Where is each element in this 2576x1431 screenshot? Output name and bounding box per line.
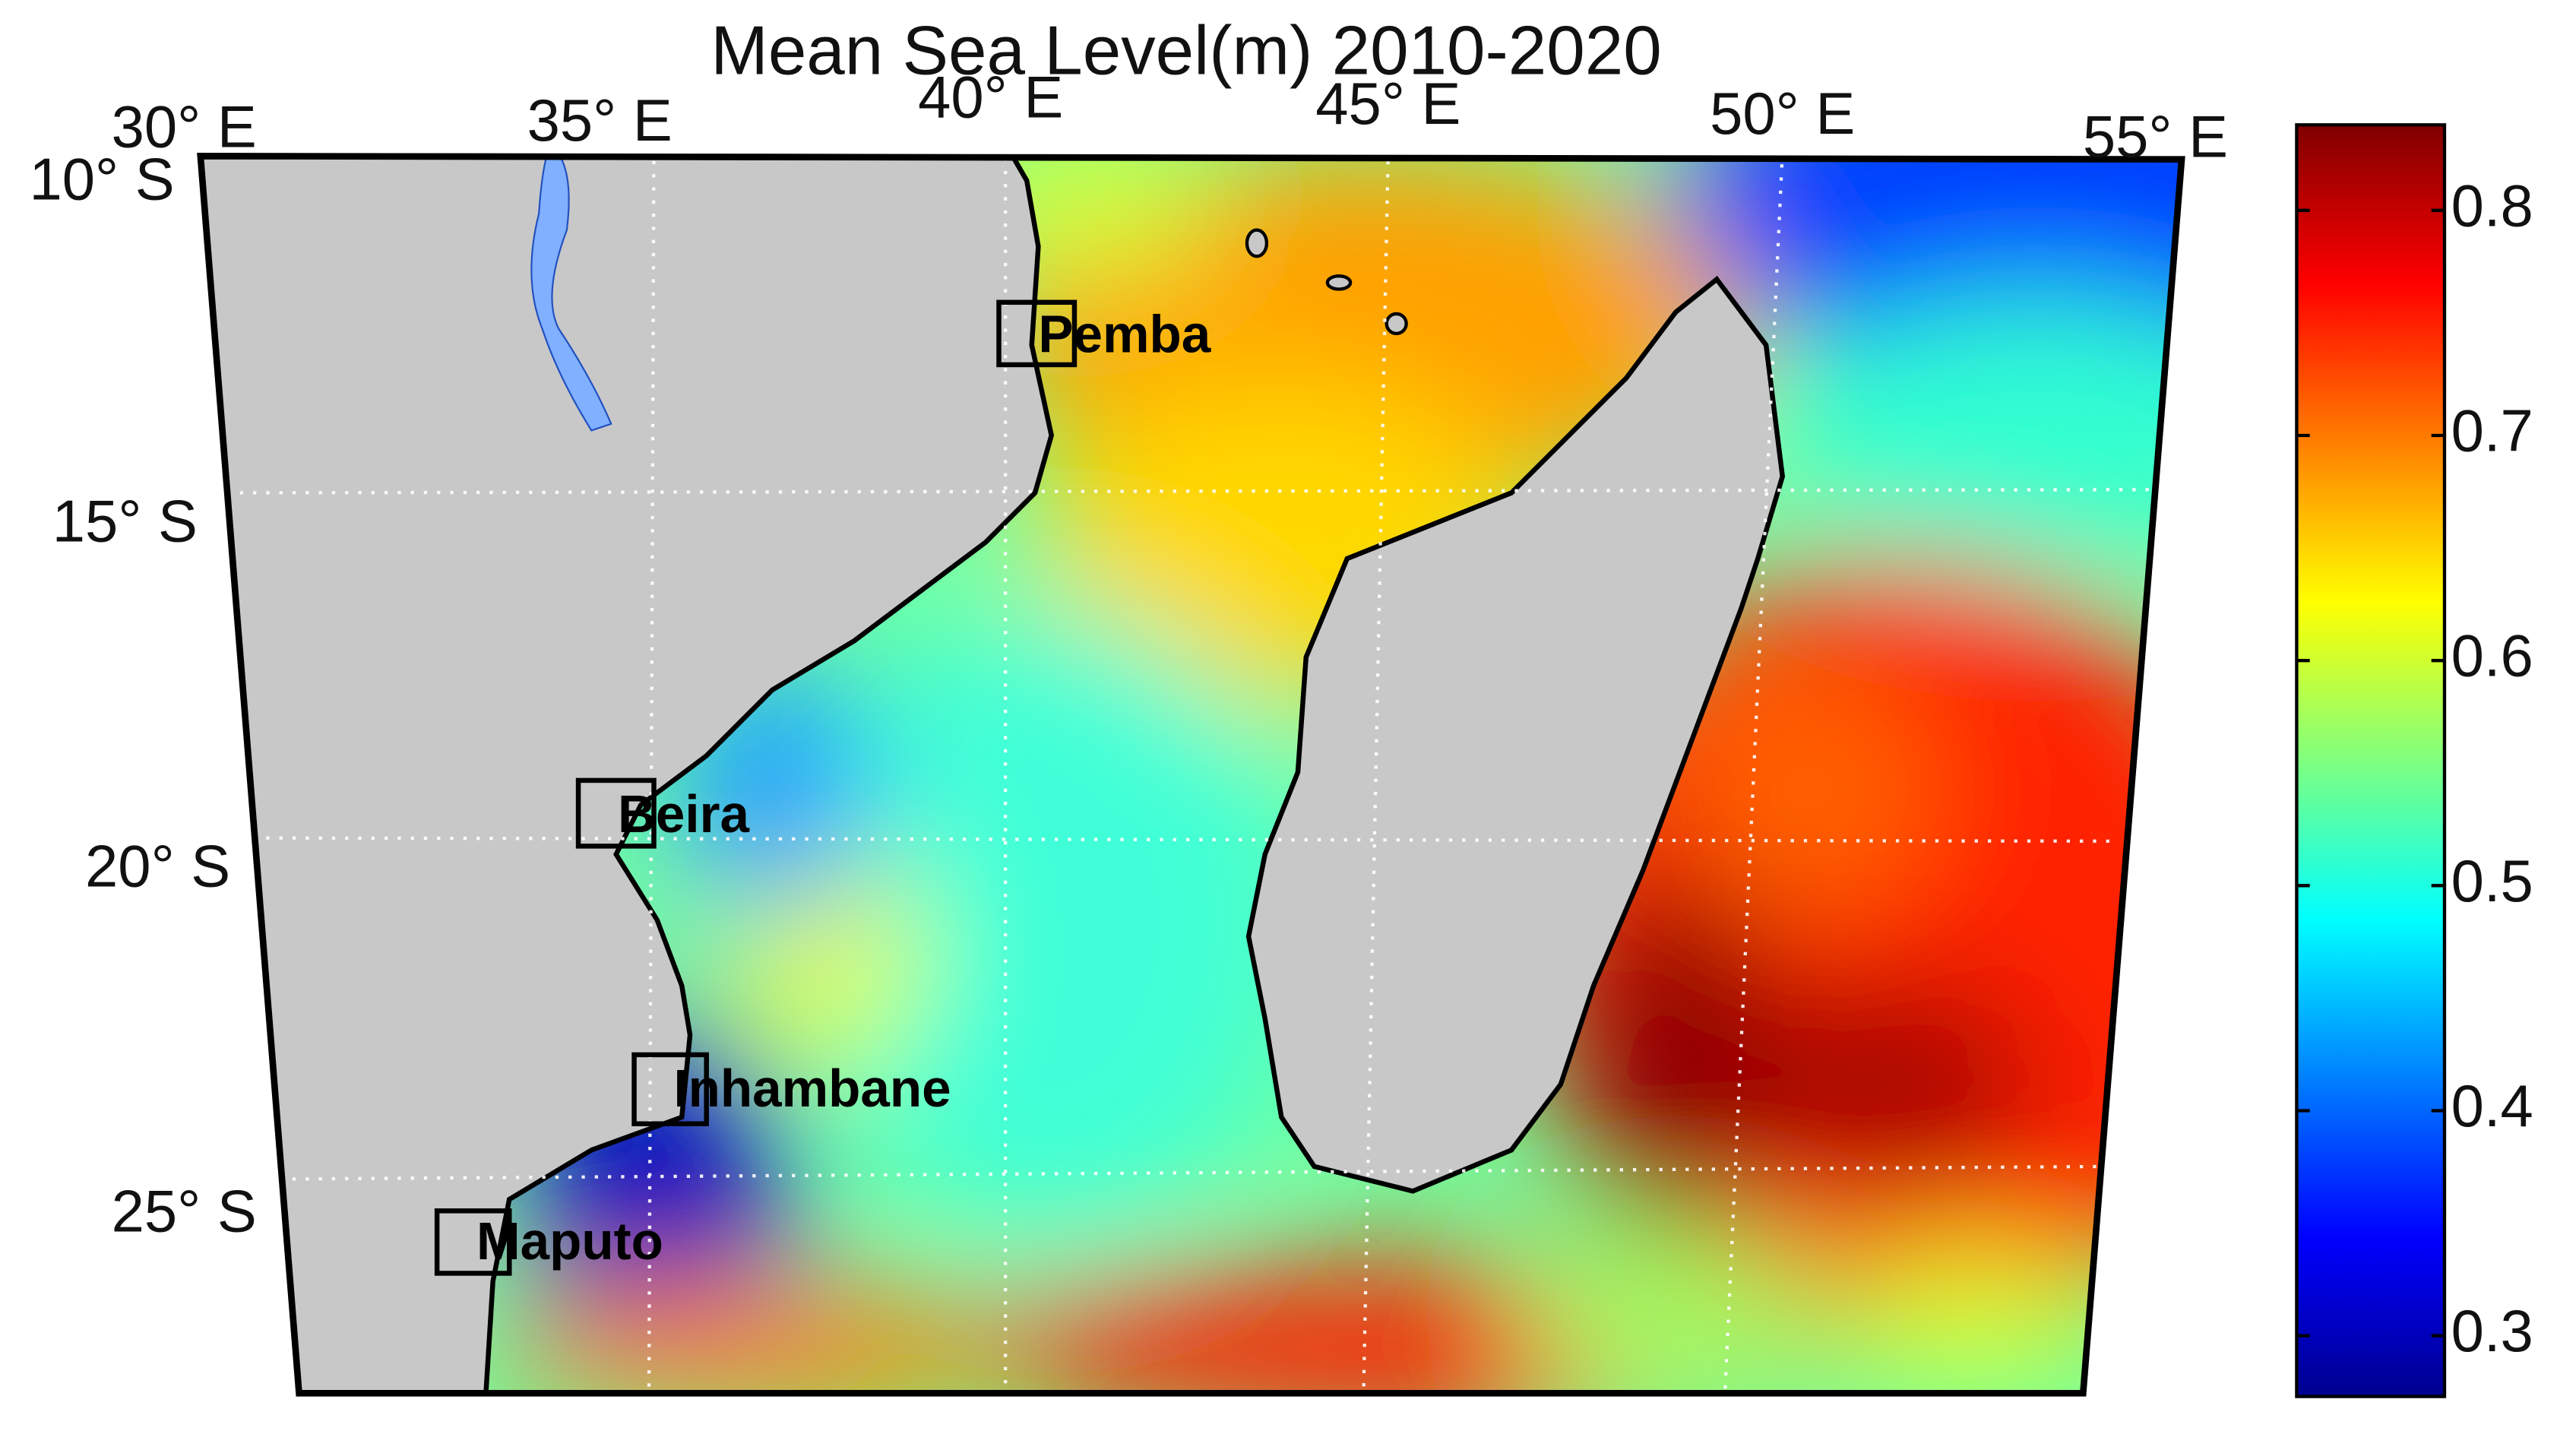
colorbar xyxy=(2295,123,2447,1398)
latitude-label: 10° S xyxy=(30,147,175,213)
city-label: Maputo xyxy=(476,1211,663,1271)
longitude-label: 55° E xyxy=(2083,104,2228,169)
longitude-label: 50° E xyxy=(1710,81,1855,147)
longitude-label: 35° E xyxy=(527,88,672,154)
longitude-label: 30° E xyxy=(112,95,257,160)
latitude-label: 15° S xyxy=(52,489,198,554)
colorbar-tick-label: 0.6 xyxy=(2451,624,2533,689)
colorbar-tick-label: 0.3 xyxy=(2451,1299,2533,1364)
latitude-label: 25° S xyxy=(112,1179,257,1244)
colorbar-tick-label: 0.7 xyxy=(2451,399,2533,464)
colorbar-tick-label: 0.4 xyxy=(2451,1074,2533,1139)
latitude-label: 20° S xyxy=(85,834,230,899)
map-title: Mean Sea Level(m) 2010-2020 xyxy=(710,12,1662,89)
colorbar-tick-label: 0.8 xyxy=(2451,173,2533,239)
city-label: Beira xyxy=(618,784,750,844)
city-label: Pemba xyxy=(1038,305,1210,364)
colorbar-tick-label: 0.5 xyxy=(2451,849,2533,914)
city-label: Inhambane xyxy=(673,1059,951,1118)
longitude-label: 40° E xyxy=(918,65,1063,131)
longitude-label: 45° E xyxy=(1315,71,1460,137)
